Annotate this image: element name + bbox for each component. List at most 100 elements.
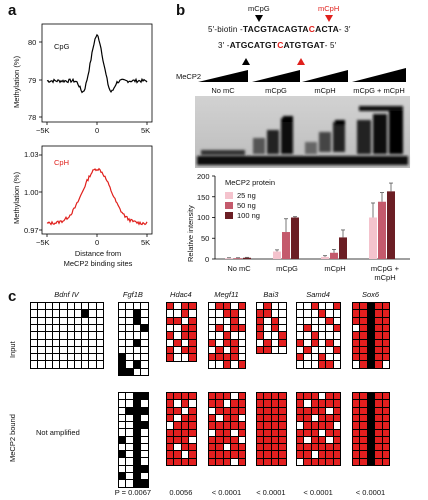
cpg-site — [31, 346, 38, 354]
cpg-site — [82, 310, 89, 317]
cpg-site — [133, 303, 141, 310]
panel-b-label: b — [176, 2, 186, 19]
cpg-site — [89, 324, 96, 332]
cph-series-name: CpH — [54, 158, 70, 167]
methylation-grid-bound-2 — [166, 392, 197, 466]
cpg-site — [223, 429, 231, 436]
top-strand-mch: C — [308, 24, 316, 34]
cpg-site — [367, 429, 375, 436]
cpg-site — [167, 400, 174, 407]
cpg-site — [52, 317, 60, 324]
cpg-site — [311, 407, 319, 414]
cpg-site — [382, 310, 389, 317]
cpg-site — [126, 324, 133, 332]
cpg-site — [353, 458, 360, 465]
cpg-site — [333, 407, 341, 414]
cpg-site — [38, 361, 45, 368]
cpg-site — [126, 465, 133, 473]
cpg-site — [367, 451, 375, 458]
cpg-site — [326, 429, 333, 436]
top-strand-suffix: - 3′ — [338, 25, 351, 34]
cpg-site — [174, 414, 181, 422]
legend-swatch-25ng — [225, 191, 233, 199]
cpg-site — [279, 332, 286, 339]
cpg-site — [31, 354, 38, 361]
cpg-site — [279, 317, 286, 325]
cpg-site — [311, 400, 319, 407]
cpg-site — [375, 354, 382, 361]
cpg-site — [141, 393, 148, 400]
cpg-site — [45, 361, 52, 368]
cpg-site — [319, 422, 326, 429]
cpg-site — [319, 451, 326, 458]
cpg-site — [311, 429, 319, 436]
cpg-site — [209, 339, 216, 346]
cpg-site — [367, 436, 375, 444]
wedge-mcpg-mcph — [352, 68, 406, 82]
cpg-site — [333, 324, 341, 332]
cpg-site — [141, 443, 148, 451]
legend-swatch-100ng — [225, 211, 233, 219]
cpg-site — [223, 339, 231, 346]
cpg-site — [52, 346, 60, 354]
cpg-site — [375, 303, 382, 310]
cpg-site — [181, 339, 189, 346]
cpg-site — [375, 422, 382, 429]
cpg-site — [60, 317, 67, 324]
cpg-site — [119, 324, 126, 332]
cpg-site — [174, 317, 181, 324]
cpg-site — [257, 303, 264, 310]
wedge-no-mc — [198, 70, 248, 82]
cpg-site — [231, 436, 238, 444]
bar-0-1 — [234, 258, 242, 259]
cpg-site — [189, 324, 196, 332]
cpg-site — [126, 414, 133, 422]
cpg-site — [231, 444, 238, 451]
cpg-site — [189, 346, 196, 354]
concentration-wedges — [198, 68, 406, 82]
cpg-site — [311, 436, 319, 444]
cpg-ytick-2: 78 — [28, 113, 37, 122]
cpg-site — [304, 429, 311, 436]
bottom-strand-a: ATGCATGT — [229, 40, 278, 50]
cpg-site — [174, 400, 181, 407]
cpg-site — [238, 310, 245, 317]
cpg-site — [223, 451, 231, 458]
cpg-site — [360, 444, 367, 451]
cpg-site — [333, 393, 341, 400]
gel-lane-mcpg-mcph: mCpG + mCpH — [353, 86, 405, 95]
cpg-site — [264, 422, 271, 429]
cpg-site — [141, 324, 148, 332]
cpg-site — [326, 303, 333, 310]
cpg-site — [257, 339, 264, 347]
cpg-site — [360, 317, 367, 324]
cpg-site — [304, 422, 311, 429]
cpg-site — [167, 422, 174, 429]
cph-xtick-0: −5K — [36, 238, 50, 247]
cpg-site — [89, 332, 96, 339]
cpg-site — [353, 303, 360, 310]
cpg-site — [319, 324, 326, 332]
cpg-site — [304, 317, 311, 324]
cpg-site — [133, 346, 141, 354]
cpg-site — [304, 310, 311, 317]
cpg-site — [209, 324, 216, 332]
cpg-site — [238, 451, 245, 458]
cpg-site — [264, 451, 271, 458]
cph-ytick-0: 1.03 — [24, 150, 39, 159]
cpg-site — [45, 339, 52, 346]
cpg-site — [271, 444, 279, 451]
cpg-site — [311, 310, 319, 317]
cpg-site — [31, 332, 38, 339]
cpg-site — [264, 393, 271, 400]
gel-lane-no-mc: No mC — [211, 86, 235, 95]
cpg-site — [271, 332, 279, 339]
cpg-site — [119, 480, 126, 487]
cpg-site — [297, 436, 304, 444]
cpg-site — [297, 429, 304, 436]
cpg-site — [141, 422, 148, 429]
cpg-site — [238, 429, 245, 436]
cpg-site — [367, 346, 375, 354]
cpg-site — [181, 354, 189, 361]
cpg-site — [304, 361, 311, 368]
